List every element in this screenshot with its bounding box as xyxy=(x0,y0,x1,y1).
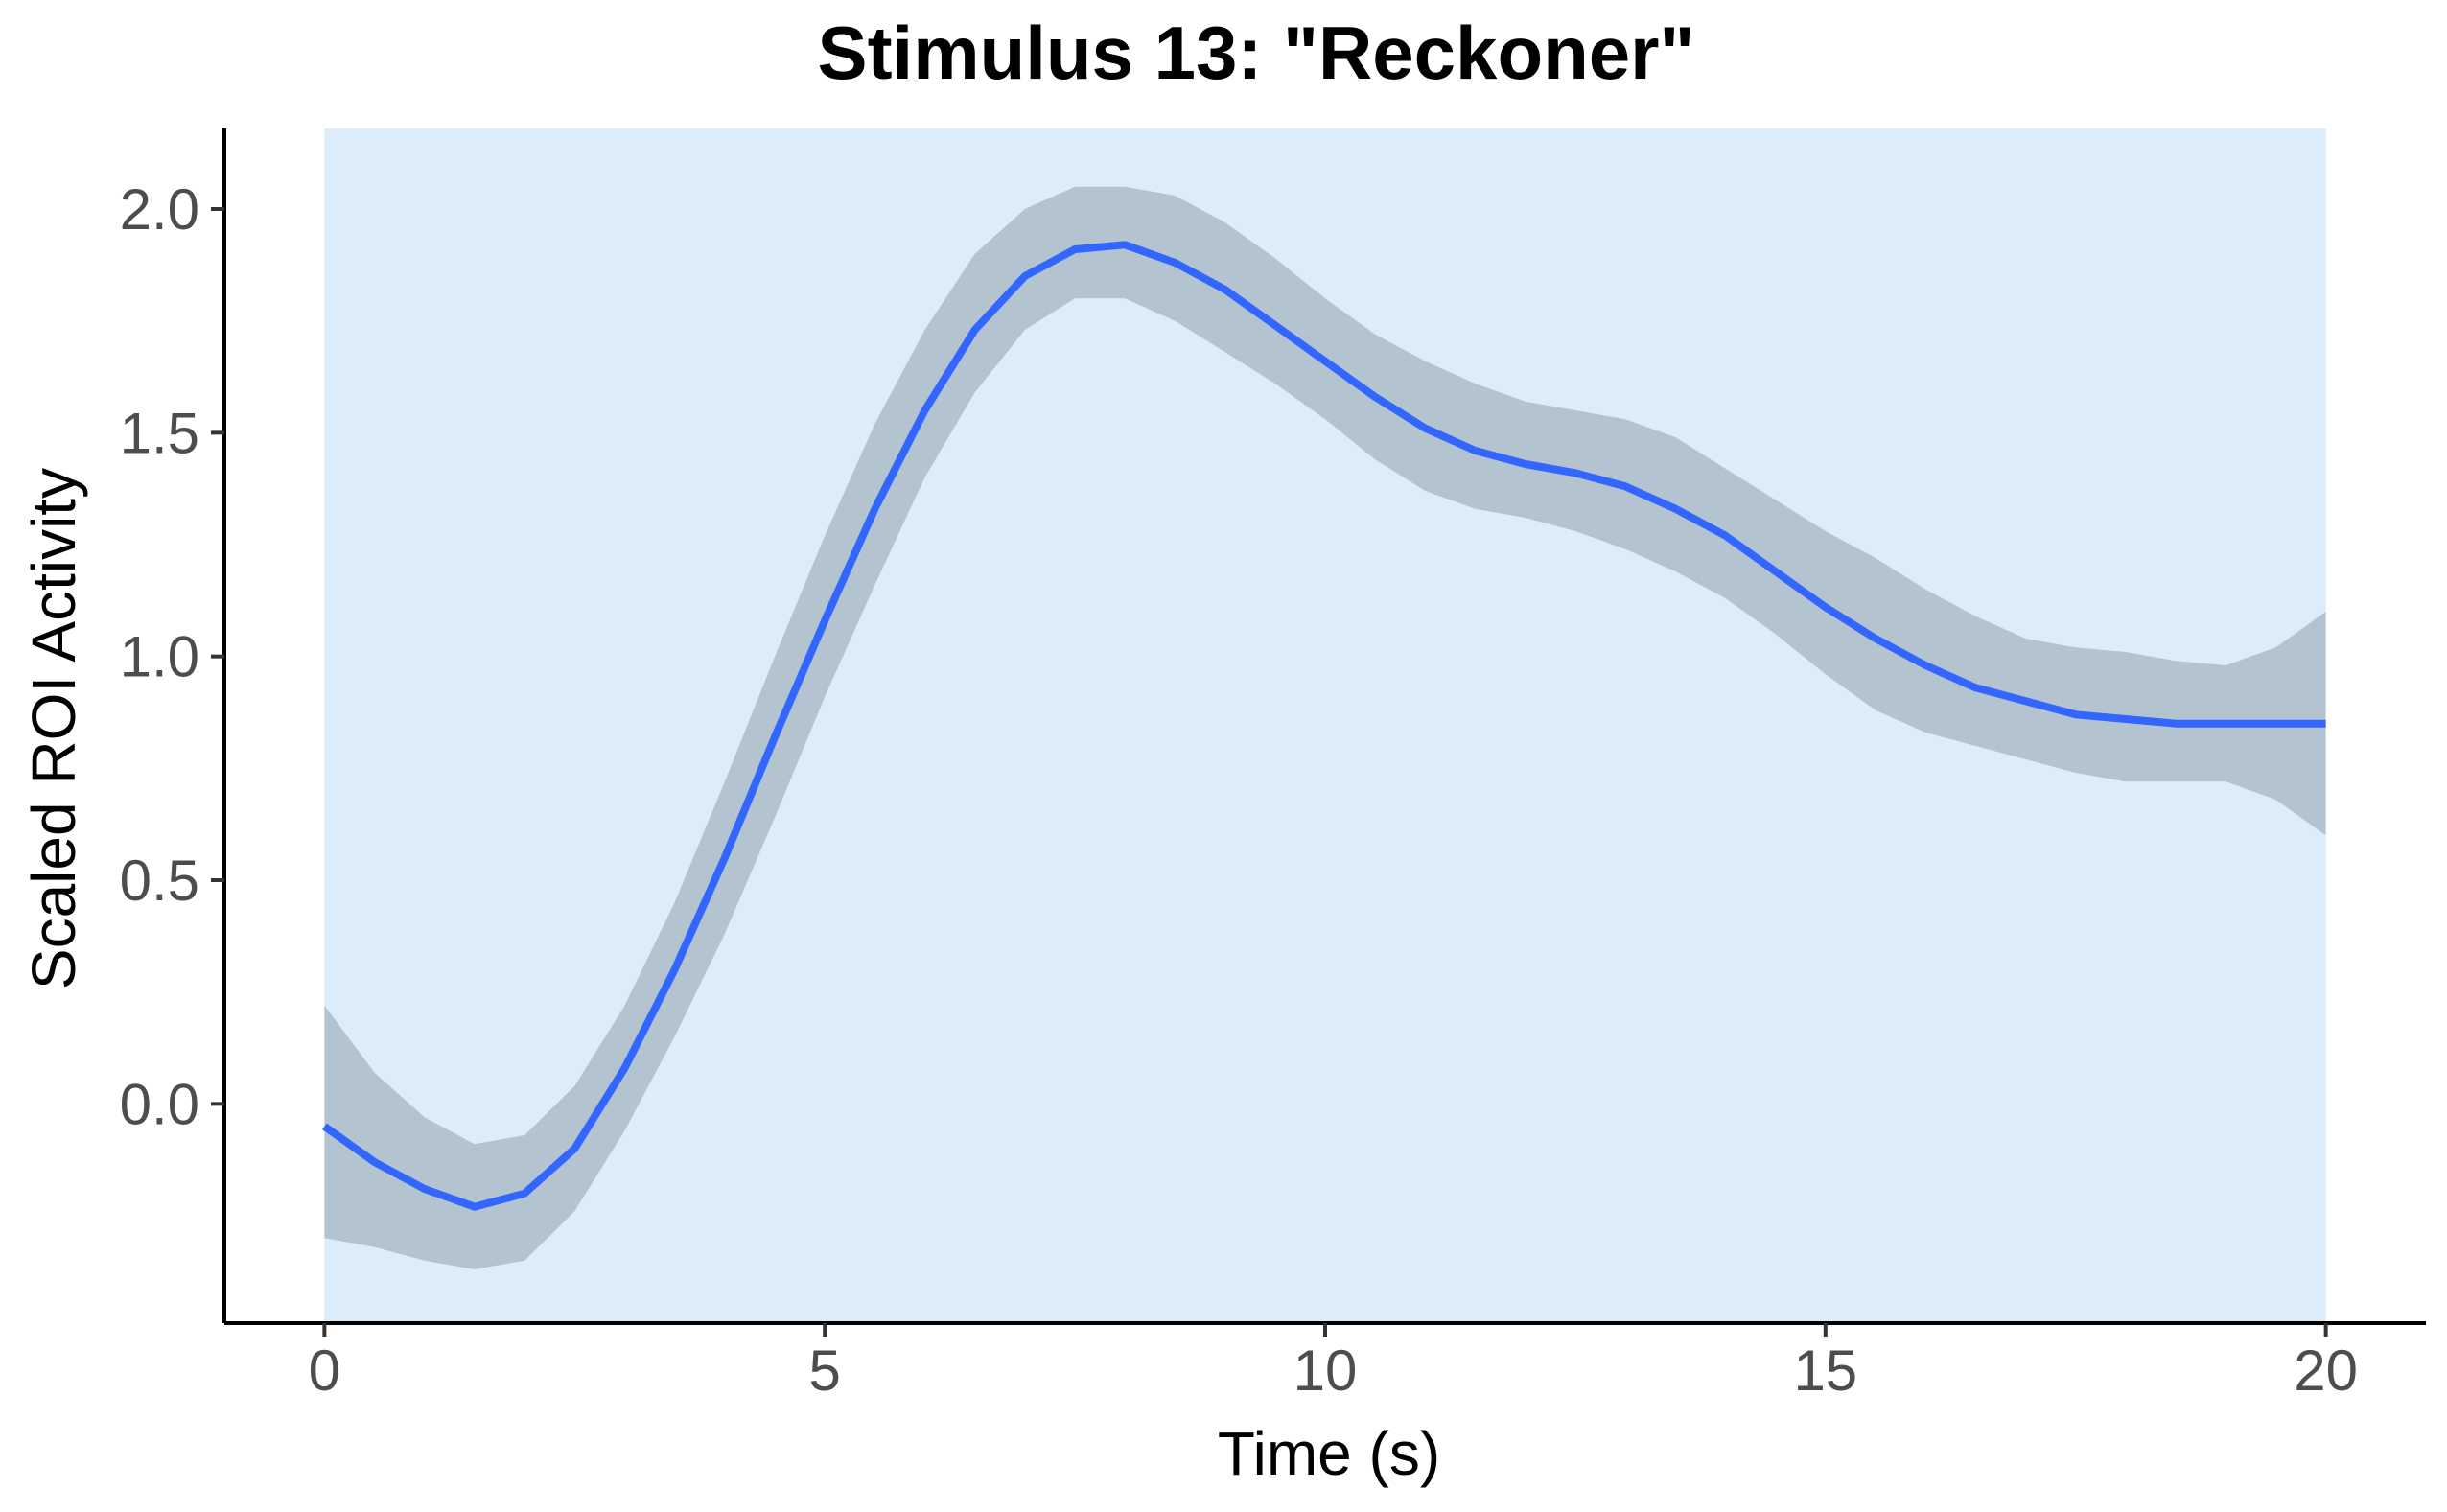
confidence-ribbon xyxy=(324,186,2326,1270)
y-axis-ticks: 0.0 0.5 1.0 1.5 2.0 xyxy=(120,177,224,1136)
y-tick-label: 1.0 xyxy=(120,625,199,689)
y-axis-title: Scaled ROI Activity xyxy=(19,468,88,989)
x-tick-label: 15 xyxy=(1793,1338,1857,1403)
x-tick-label: 10 xyxy=(1293,1338,1358,1403)
series-line xyxy=(322,241,2326,1211)
y-tick-label: 2.0 xyxy=(120,177,199,242)
y-tick-label: 1.5 xyxy=(120,401,199,465)
x-axis-title: Time (s) xyxy=(1218,1419,1440,1488)
chart-title: Stimulus 13: "Reckoner" xyxy=(818,11,1695,95)
y-tick-label: 0.5 xyxy=(120,849,199,913)
x-tick-label: 5 xyxy=(808,1338,840,1403)
x-tick-label: 20 xyxy=(2294,1338,2358,1403)
y-tick-label: 0.0 xyxy=(120,1072,199,1136)
x-tick-label: 0 xyxy=(309,1338,340,1403)
x-axis-ticks: 0 5 10 15 20 xyxy=(309,1323,2358,1403)
